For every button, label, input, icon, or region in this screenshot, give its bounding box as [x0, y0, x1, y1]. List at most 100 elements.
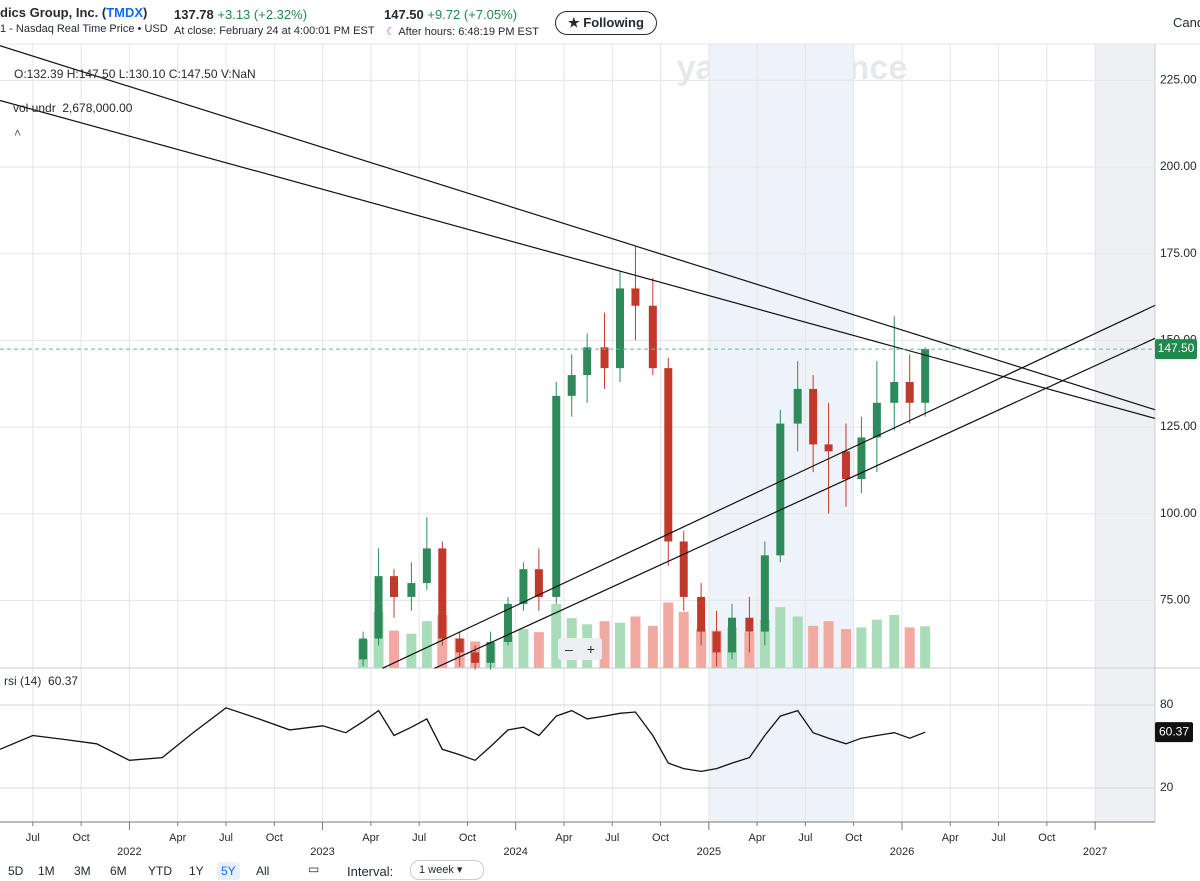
- volume-bar: [389, 630, 400, 668]
- x-tick-label: Oct: [1038, 832, 1055, 844]
- candle-body: [824, 444, 833, 452]
- ohlc-legend: O:132.39 H:147.50 L:130.10 C:147.50 V:Na…: [14, 67, 256, 81]
- follow-button[interactable]: ★ Following: [555, 11, 657, 35]
- candle-body: [374, 576, 383, 639]
- zoom-in[interactable]: +: [586, 641, 595, 657]
- candle-body: [407, 583, 416, 597]
- interval-label: Interval:: [347, 864, 394, 879]
- indicator-value: 60.37: [48, 674, 79, 688]
- x-tick-label: 2025: [697, 846, 721, 856]
- last-value-box: [1155, 722, 1193, 743]
- candle-body: [583, 347, 592, 376]
- volume-bar: [599, 621, 610, 668]
- candle-body: [841, 451, 850, 480]
- indicator-name: vol undr: [13, 101, 56, 115]
- volume-bar: [518, 629, 529, 668]
- candle-body: [438, 548, 447, 639]
- candle-body: [760, 555, 769, 632]
- volume-bar: [647, 625, 658, 668]
- candle-body: [905, 382, 914, 403]
- y-tick-label: 75.00: [1160, 593, 1190, 607]
- trendline: [0, 99, 1156, 419]
- candle-body: [359, 638, 368, 660]
- volume-bar: [889, 614, 900, 668]
- moon-icon: ☾: [386, 26, 396, 38]
- after-time: After hours: 6:48:19 PM EST: [398, 26, 539, 38]
- candle-body: [776, 423, 785, 556]
- range-button[interactable]: All: [256, 864, 270, 878]
- interval-value: 1 week: [419, 864, 454, 876]
- volume-bar: [920, 626, 931, 668]
- x-tick-label: Jul: [798, 832, 812, 844]
- x-tick-label: Apr: [942, 832, 959, 844]
- range-button[interactable]: 6M: [110, 864, 127, 878]
- x-tick-label: Apr: [169, 832, 186, 844]
- x-tick-label: Oct: [266, 832, 283, 844]
- collapse-icon[interactable]: ˄: [14, 126, 22, 140]
- company-name: dics Group, Inc. (TMDX): [0, 5, 147, 20]
- close-quote: 137.78 +3.13 (+2.32%): [174, 7, 307, 22]
- volume-bar: [533, 632, 544, 668]
- range-button[interactable]: 5Y: [217, 862, 240, 880]
- x-tick-label: Oct: [652, 832, 669, 844]
- y-tick-label: 20: [1160, 780, 1174, 794]
- candle-body: [712, 631, 721, 653]
- x-tick-label: Jul: [26, 832, 40, 844]
- zoom-control: – +: [558, 638, 602, 660]
- indicator-value: 2,678,000.00: [62, 101, 133, 115]
- x-tick-label: 2022: [117, 846, 141, 856]
- volume-bar: [696, 629, 707, 668]
- candle-body: [648, 305, 657, 369]
- shaded-range: [1095, 44, 1155, 822]
- range-button[interactable]: 1Y: [189, 864, 204, 878]
- candle-body: [872, 402, 881, 438]
- candle-body: [600, 347, 609, 369]
- after-time-row: ☾ After hours: 6:48:19 PM EST: [386, 25, 539, 38]
- price: 147.50: [384, 7, 424, 22]
- volume-bar: [614, 622, 625, 668]
- x-tick-label: 2024: [503, 846, 527, 856]
- close-time: At close: February 24 at 4:00:01 PM EST: [174, 25, 375, 37]
- last-value-label: 60.37: [1159, 724, 1189, 738]
- candle-body: [503, 603, 512, 642]
- trendline: [382, 304, 1156, 669]
- price: 137.78: [174, 7, 214, 22]
- candle-body: [809, 388, 818, 445]
- candle-body: [745, 617, 754, 632]
- chart-type-button[interactable]: Cand: [1173, 15, 1200, 30]
- volume-bar: [663, 602, 674, 668]
- exchange: 1 - Nasdaq Real Time Price • USD: [0, 23, 168, 35]
- x-tick-label: Oct: [459, 832, 476, 844]
- candle-body: [921, 349, 930, 403]
- last-price-label: 147.50: [1158, 341, 1195, 355]
- zoom-out[interactable]: –: [565, 641, 573, 657]
- name: ): [143, 5, 148, 20]
- candle-body: [552, 395, 561, 597]
- candle-body: [631, 288, 640, 306]
- after-quote: 147.50 +9.72 (+7.05%): [384, 7, 517, 22]
- range-button[interactable]: 1M: [38, 864, 55, 878]
- x-tick-label: 2023: [310, 846, 334, 856]
- interval-select[interactable]: 1 week ▾: [410, 860, 484, 880]
- y-tick-label: 225.00: [1160, 73, 1197, 87]
- candle-body: [519, 569, 528, 604]
- change: +9.72: [427, 7, 461, 22]
- calendar-icon[interactable]: ▭: [308, 862, 320, 876]
- change-pct: (+2.32%): [253, 7, 308, 22]
- range-button[interactable]: YTD: [148, 864, 172, 878]
- rsi-legend: rsi (14) 60.37: [4, 674, 78, 688]
- chart: yahoo!finance JulOct2022AprJulOct2023Apr…: [0, 43, 1200, 856]
- x-tick-label: 2027: [1083, 846, 1107, 856]
- x-tick-label: Jul: [412, 832, 426, 844]
- ticker[interactable]: TMDX: [106, 5, 144, 20]
- range-button[interactable]: 5D: [8, 864, 24, 878]
- rsi-line: [0, 707, 926, 773]
- trendline: [434, 337, 1156, 669]
- y-tick-label: 100.00: [1160, 506, 1197, 520]
- candle-body: [471, 652, 480, 663]
- y-tick-label: 125.00: [1160, 419, 1197, 433]
- change: +3.13: [217, 7, 251, 22]
- volume-bar: [502, 635, 513, 668]
- x-tick-label: Apr: [362, 832, 379, 844]
- range-button[interactable]: 3M: [74, 864, 91, 878]
